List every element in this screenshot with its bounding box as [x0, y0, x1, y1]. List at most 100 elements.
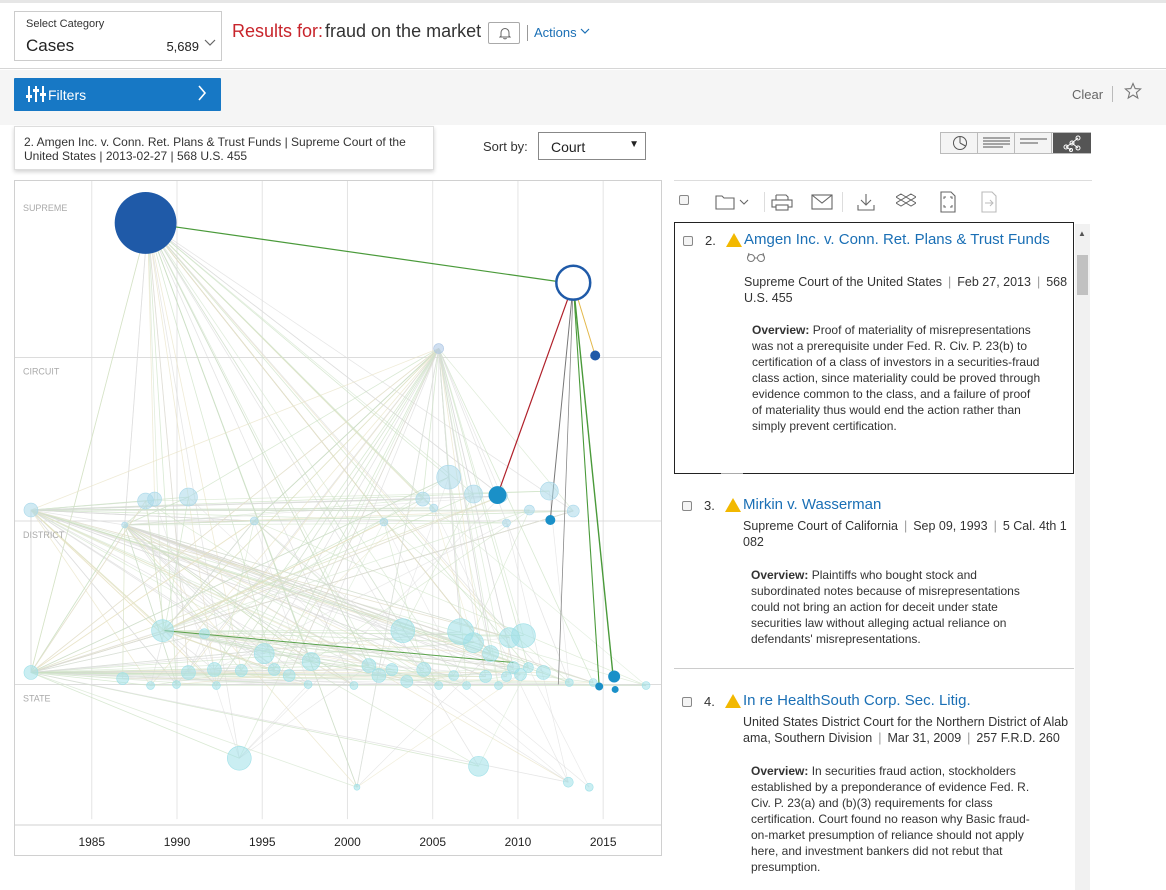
view-list-button[interactable] [978, 133, 1015, 153]
case-node[interactable] [524, 504, 535, 516]
case-node[interactable] [488, 486, 507, 505]
result-title-link[interactable]: Amgen Inc. v. Conn. Ret. Plans & Trust F… [744, 231, 1050, 248]
result-title-link[interactable]: In re HealthSouth Corp. Sec. Litig. [743, 692, 971, 709]
sort-select[interactable]: Court ▼ [538, 132, 646, 160]
case-node[interactable] [564, 678, 574, 687]
result-item[interactable]: 2. Amgen Inc. v. Conn. Ret. Plans & Trus… [674, 222, 1074, 474]
case-node[interactable] [116, 672, 129, 685]
case-node[interactable] [479, 670, 492, 683]
case-nodes[interactable] [23, 192, 651, 792]
case-node[interactable] [415, 491, 431, 507]
case-node[interactable] [641, 681, 651, 690]
case-node[interactable] [540, 481, 559, 501]
case-node[interactable] [23, 665, 39, 680]
result-checkbox[interactable] [683, 236, 693, 246]
case-node[interactable] [390, 618, 416, 643]
view-chart-button[interactable] [941, 133, 978, 153]
case-node[interactable] [253, 643, 275, 664]
case-node[interactable] [361, 658, 377, 673]
star-icon[interactable] [1124, 82, 1142, 100]
view-compact-button[interactable] [1015, 133, 1052, 153]
case-node[interactable] [282, 669, 296, 682]
case-node[interactable] [595, 682, 604, 691]
citation-network-graph[interactable]: SUPREME CIRCUIT DISTRICT STATE 1985 1990 1995… [14, 180, 662, 856]
case-node[interactable] [563, 776, 574, 788]
citation-edge [30, 500, 146, 673]
view-network-button[interactable] [1053, 133, 1091, 153]
results-scrollbar[interactable] [1075, 224, 1090, 890]
case-node[interactable] [501, 671, 512, 682]
case-node[interactable] [436, 464, 461, 490]
case-node[interactable] [212, 681, 221, 690]
case-node[interactable] [385, 663, 399, 676]
case-node[interactable] [468, 755, 489, 777]
document-export-icon[interactable] [980, 191, 998, 213]
case-node[interactable] [566, 504, 580, 518]
print-icon[interactable] [771, 193, 793, 211]
case-node[interactable] [235, 664, 248, 677]
result-title-link[interactable]: Mirkin v. Wasserman [743, 496, 882, 513]
glasses-icon[interactable] [746, 252, 766, 262]
case-node[interactable] [249, 516, 259, 526]
select-all-checkbox[interactable] [679, 195, 689, 205]
case-node[interactable] [588, 678, 598, 687]
case-node[interactable] [199, 628, 210, 639]
folder-icon[interactable] [714, 193, 754, 211]
case-node[interactable] [147, 491, 162, 507]
case-node[interactable] [353, 783, 361, 791]
download-icon[interactable] [856, 192, 876, 212]
case-node[interactable] [416, 662, 432, 677]
case-node[interactable] [462, 681, 471, 690]
result-item[interactable]: 3. Mirkin v. Wasserman Supreme Court of … [674, 488, 1074, 668]
case-node[interactable] [608, 670, 621, 683]
clear-link[interactable]: Clear [1072, 87, 1104, 102]
case-node[interactable] [179, 487, 198, 507]
case-node[interactable] [448, 670, 459, 681]
case-node[interactable] [590, 350, 601, 361]
actions-menu[interactable]: Actions [534, 25, 590, 40]
result-item[interactable]: 4. In re HealthSouth Corp. Sec. Litig. U… [674, 684, 1074, 890]
scroll-up-arrow[interactable]: ▲ [1078, 229, 1086, 238]
document-fullscreen-icon[interactable] [939, 191, 957, 213]
case-node[interactable] [207, 662, 222, 677]
email-icon[interactable] [811, 194, 833, 210]
case-node[interactable] [584, 782, 594, 792]
case-node[interactable] [267, 663, 281, 676]
case-node[interactable] [464, 484, 483, 504]
case-node[interactable] [494, 681, 503, 690]
case-node[interactable] [536, 665, 551, 680]
case-node[interactable] [151, 619, 174, 642]
case-node[interactable] [172, 680, 181, 689]
case-node[interactable] [371, 668, 387, 683]
category-select[interactable]: Select Category Cases 5,689 [14, 11, 222, 61]
case-node[interactable] [146, 681, 155, 690]
case-node-selected[interactable] [555, 264, 592, 301]
case-node[interactable] [301, 652, 321, 671]
case-node[interactable] [523, 662, 534, 673]
case-node[interactable] [121, 521, 128, 529]
case-node[interactable] [23, 502, 39, 518]
scrollbar-thumb[interactable] [1077, 255, 1088, 295]
case-node[interactable] [434, 681, 443, 690]
case-node[interactable] [502, 518, 511, 528]
case-node[interactable] [545, 515, 556, 525]
case-node[interactable] [463, 632, 484, 653]
filters-button[interactable]: Filters [14, 78, 221, 111]
alert-button[interactable] [488, 22, 520, 44]
dropbox-icon[interactable] [896, 192, 916, 212]
case-node[interactable] [511, 623, 536, 648]
result-checkbox[interactable] [682, 697, 692, 707]
case-node[interactable] [482, 645, 499, 662]
case-node[interactable] [433, 343, 444, 354]
case-node[interactable] [429, 503, 438, 513]
case-node[interactable] [611, 685, 619, 693]
result-checkbox[interactable] [682, 501, 692, 511]
case-node[interactable] [400, 675, 414, 688]
case-node[interactable] [379, 517, 389, 527]
case-node[interactable] [227, 745, 252, 771]
case-node-supreme[interactable] [114, 192, 177, 254]
case-node[interactable] [349, 681, 359, 690]
case-node[interactable] [303, 680, 313, 689]
case-node[interactable] [181, 665, 196, 680]
case-node[interactable] [514, 668, 527, 681]
